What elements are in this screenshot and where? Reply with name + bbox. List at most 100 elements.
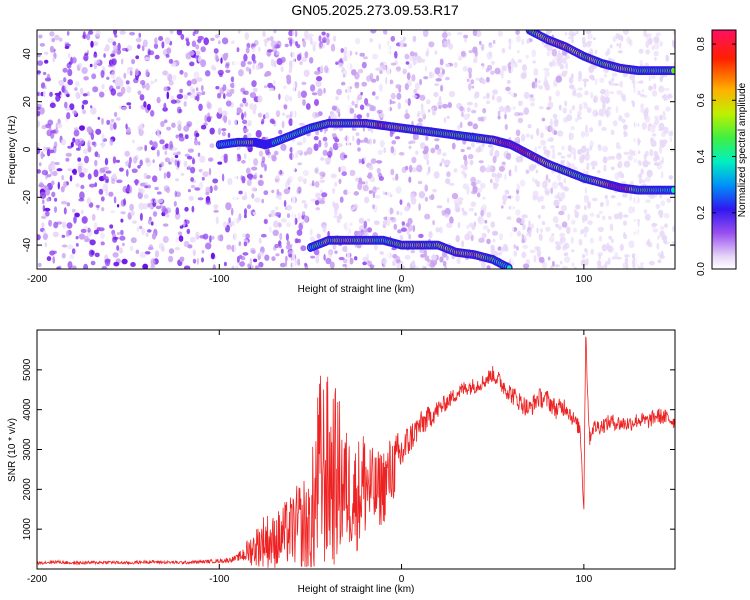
spectrogram-noise-cell: [395, 173, 399, 181]
spectrogram-noise-cell: [213, 48, 219, 54]
spectrogram-noise-cell: [353, 191, 359, 196]
spectrogram-noise-cell: [211, 235, 215, 240]
spectrogram-noise-cell: [278, 195, 282, 201]
spectrogram-noise-cell: [567, 36, 574, 40]
spectrogram-noise-cell: [497, 110, 501, 116]
spectrogram-noise-cell: [378, 43, 382, 50]
spectrogram-noise-cell: [166, 126, 172, 131]
spectrogram-noise-cell: [75, 183, 80, 188]
spectrogram-noise-cell: [523, 91, 530, 100]
spectrogram-noise-cell: [537, 145, 542, 149]
spectrogram-noise-cell: [244, 102, 249, 107]
spectrogram-noise-cell: [609, 223, 614, 232]
spectrogram-noise-cell: [499, 233, 503, 241]
spectrogram-noise-cell: [223, 221, 227, 229]
spectrogram-noise-cell: [41, 124, 47, 130]
spectrogram-noise-cell: [241, 176, 246, 184]
spectrogram-noise-cell: [408, 165, 413, 173]
spectrogram-noise-cell: [285, 114, 292, 119]
spectrogram-noise-cell: [584, 205, 587, 211]
spectrogram-noise-cell: [438, 105, 442, 109]
spectrogram-noise-cell: [106, 119, 111, 125]
spectrogram-noise-cell: [269, 226, 272, 233]
spectrogram-noise-cell: [183, 94, 188, 100]
spectrogram-noise-cell: [253, 59, 257, 64]
spectrogram-noise-cell: [64, 89, 68, 94]
spectrogram-noise-cell: [199, 155, 206, 163]
spectrogram-noise-cell: [601, 126, 607, 131]
spectrogram-noise-cell: [193, 71, 200, 79]
spectrogram-noise-cell: [257, 95, 263, 103]
spectrogram-noise-cell: [142, 263, 149, 269]
spectrogram-noise-cell: [209, 127, 215, 135]
spectrogram-noise-cell: [647, 37, 653, 45]
spectrogram-noise-cell: [258, 46, 261, 52]
spectrogram-noise-cell: [75, 243, 79, 247]
spectrogram-noise-cell: [249, 92, 257, 99]
spectrogram-noise-cell: [46, 256, 52, 262]
spectrogram-noise-cell: [467, 230, 473, 236]
spectrogram-noise-cell: [412, 59, 417, 65]
spectrogram-noise-cell: [553, 118, 559, 126]
spectrogram-noise-cell: [280, 66, 284, 73]
spectrogram-noise-cell: [113, 30, 118, 36]
spectrogram-noise-cell: [392, 260, 395, 267]
spectrogram-noise-cell: [211, 66, 217, 71]
spectrogram-noise-cell: [645, 49, 651, 55]
spectrogram-noise-cell: [605, 198, 610, 207]
spectrogram-noise-cell: [508, 44, 512, 50]
spectrogram-noise-cell: [649, 149, 654, 157]
spectrogram-noise-cell: [54, 34, 60, 41]
spectrogram-noise-cell: [531, 223, 534, 229]
spectrogram-noise-cell: [611, 72, 618, 77]
spectrogram-noise-cell: [105, 176, 109, 183]
spectrogram-noise-cell: [494, 176, 500, 183]
spectrogram-noise-cell: [466, 224, 470, 230]
spectrogram-noise-cell: [179, 88, 184, 94]
spectrogram-noise-cell: [599, 202, 604, 207]
spectrogram-noise-cell: [570, 236, 574, 244]
spectrogram-noise-cell: [451, 142, 456, 150]
x-tick-label: 0: [399, 274, 405, 285]
spectrogram-noise-cell: [537, 196, 541, 203]
spectrogram-noise-cell: [354, 256, 358, 261]
spectrogram-noise-cell: [557, 152, 562, 156]
spectrogram-noise-cell: [248, 68, 252, 75]
spectrogram-noise-cell: [349, 107, 355, 114]
spectrogram-noise-cell: [651, 223, 658, 227]
spectrogram-noise-cell: [166, 71, 170, 77]
spectrogram-noise-cell: [569, 147, 577, 155]
spectrogram-noise-cell: [330, 173, 337, 179]
spectrogram-noise-cell: [42, 212, 46, 217]
spectrogram-noise-cell: [515, 30, 520, 36]
spectrogram-noise-cell: [217, 69, 224, 76]
spectrogram-noise-cell: [253, 103, 257, 111]
spectrogram-noise-cell: [255, 130, 262, 138]
spectrogram-noise-cell: [414, 82, 420, 91]
spectrogram-noise-cell: [120, 218, 124, 223]
spectrogram-noise-cell: [125, 160, 131, 167]
spectrogram-noise-cell: [45, 210, 50, 217]
spectrogram-noise-cell: [310, 198, 317, 202]
spectrogram-noise-cell: [213, 209, 219, 213]
spectrogram-noise-cell: [138, 187, 143, 193]
spectrogram-noise-cell: [157, 133, 161, 138]
spectrogram-noise-cell: [669, 136, 673, 143]
spectrogram-noise-cell: [135, 55, 140, 60]
spectrogram-noise-cell: [616, 43, 619, 47]
spectrogram-noise-cell: [422, 149, 428, 155]
spectrogram-noise-cell: [197, 197, 204, 201]
spectrogram-noise-cell: [457, 31, 463, 36]
spectrogram-noise-cell: [602, 101, 606, 110]
spectrogram-noise-cell: [297, 238, 301, 243]
spectrogram-noise-cell: [514, 112, 521, 117]
spectrogram-noise-cell: [283, 188, 290, 195]
spectrogram-noise-cell: [159, 139, 165, 145]
spectrogram-noise-cell: [536, 181, 540, 187]
spectrogram-noise-cell: [354, 72, 360, 80]
spectrogram-noise-cell: [359, 52, 366, 57]
spectrogram-noise-cell: [189, 92, 196, 99]
spectrogram-noise-cell: [405, 61, 410, 65]
spectrogram-noise-cell: [488, 44, 494, 48]
spectrogram-noise-cell: [491, 173, 497, 178]
